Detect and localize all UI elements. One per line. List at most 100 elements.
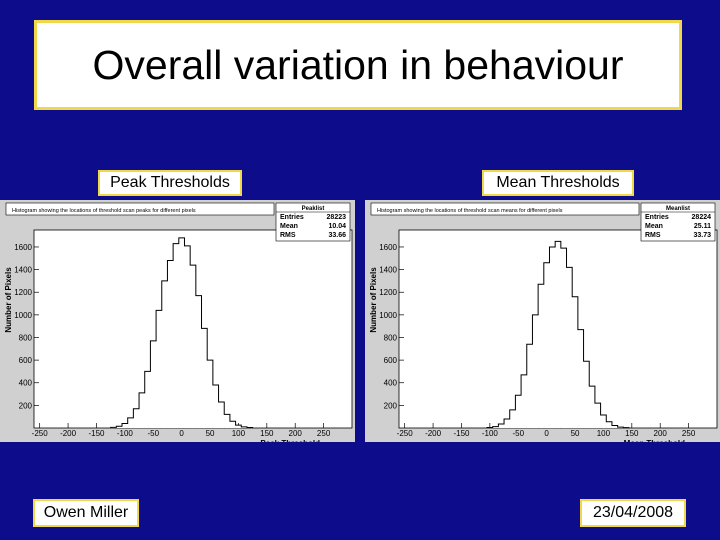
histogram-bin	[611, 425, 618, 428]
histogram-bin	[235, 425, 242, 428]
y-axis-label: Number of Pixels	[4, 267, 13, 333]
histogram-bin	[212, 385, 219, 428]
histogram-bin	[594, 403, 601, 428]
x-tick-label: 100	[597, 429, 611, 438]
x-tick-label: -150	[453, 429, 470, 438]
histogram-bin	[583, 361, 590, 428]
x-tick-label: 200	[654, 429, 668, 438]
x-tick-label: -250	[32, 429, 49, 438]
stats-label-rms: RMS	[280, 232, 296, 239]
x-axis-label: Peak Threshold	[260, 439, 320, 442]
histogram-bin	[161, 280, 168, 428]
y-tick-label: 600	[384, 356, 398, 365]
stats-box	[640, 202, 716, 242]
x-tick-label: 0	[544, 429, 549, 438]
y-tick-label: 1200	[14, 288, 32, 297]
x-tick-label: 50	[206, 429, 215, 438]
stats-name: Meanlist	[666, 206, 690, 212]
title-box: Overall variation in behaviour	[34, 20, 682, 110]
stats-value-mean: 25.11	[694, 223, 711, 230]
peak-thresholds-label: Peak Thresholds	[98, 170, 242, 196]
histogram-bin	[606, 421, 612, 428]
histogram-title: Histogram showing the locations of thres…	[12, 208, 196, 214]
y-tick-label: 1600	[379, 243, 397, 252]
y-tick-label: 200	[19, 401, 33, 410]
y-tick-label: 1200	[379, 288, 397, 297]
peak-threshold-histogram-panel: Histogram showing the locations of thres…	[0, 200, 355, 448]
histogram-bin	[492, 426, 499, 428]
y-tick-label: 1000	[14, 311, 32, 320]
histogram-bin	[572, 296, 578, 428]
histogram-bin	[122, 423, 128, 428]
histogram-bin	[133, 408, 140, 428]
y-tick-label: 1400	[14, 266, 32, 275]
histogram-bin	[184, 245, 191, 428]
y-axis-label: Number of Pixels	[369, 267, 378, 333]
histogram-outline	[110, 237, 254, 429]
histogram-bin	[207, 360, 213, 428]
mean-threshold-histogram: Histogram showing the locations of thres…	[369, 202, 718, 448]
y-tick-label: 1600	[14, 243, 32, 252]
histogram-bin	[173, 243, 179, 428]
x-tick-label: 50	[571, 429, 580, 438]
x-tick-label: 250	[317, 429, 331, 438]
histogram-bin	[577, 329, 584, 428]
y-tick-label: 1400	[379, 266, 397, 275]
histogram-bin	[560, 248, 567, 428]
x-tick-label: -100	[117, 429, 134, 438]
x-axis-label: Mean Threshold	[624, 439, 685, 442]
histogram-title-box	[5, 202, 275, 216]
mean-thresholds-label: Mean Thresholds	[482, 170, 634, 196]
histogram-bin	[504, 418, 510, 428]
histogram-bin	[116, 426, 123, 428]
y-tick-label: 800	[384, 333, 398, 342]
histogram-bin	[229, 421, 236, 428]
histogram-bin	[195, 295, 202, 428]
histogram-bin	[144, 371, 151, 428]
histogram-title: Histogram showing the locations of thres…	[377, 208, 563, 214]
stats-label-mean: Mean	[645, 223, 663, 230]
x-tick-label: 100	[232, 429, 246, 438]
mean-threshold-histogram-panel: Histogram showing the locations of thres…	[365, 200, 720, 448]
histogram-bin	[201, 328, 208, 428]
histogram-title-box	[370, 202, 640, 216]
stats-label-mean: Mean	[280, 223, 298, 230]
stats-value-rms: 33.73	[693, 232, 711, 239]
histogram-bin	[538, 284, 544, 428]
x-tick-label: 200	[289, 429, 303, 438]
x-tick-label: -200	[425, 429, 442, 438]
histogram-bin	[498, 424, 505, 428]
x-tick-label: -50	[512, 429, 524, 438]
histogram-bin	[555, 241, 561, 428]
stats-name: Peaklist	[302, 206, 325, 212]
stats-label-rms: RMS	[645, 232, 661, 239]
histogram-bin	[521, 374, 527, 428]
x-tick-label: -100	[482, 429, 499, 438]
x-tick-label: -200	[60, 429, 77, 438]
stats-label-entries: Entries	[645, 214, 669, 221]
histogram-bin	[532, 314, 539, 428]
x-tick-label: -250	[397, 429, 414, 438]
y-tick-label: 1000	[379, 311, 397, 320]
y-tick-label: 600	[19, 356, 33, 365]
y-tick-label: 400	[384, 379, 398, 388]
peak-threshold-histogram: Histogram showing the locations of thres…	[4, 202, 353, 448]
x-tick-label: 150	[625, 429, 639, 438]
histogram-bin	[178, 237, 185, 428]
histogram-bin	[241, 426, 247, 428]
histogram-bin	[156, 310, 162, 428]
author-label: Owen Miller	[33, 499, 139, 527]
x-tick-label: 250	[682, 429, 696, 438]
histogram-bin	[190, 265, 196, 428]
histogram-bin	[509, 409, 516, 428]
date-label: 23/04/2008	[580, 499, 686, 527]
histogram-bin	[566, 267, 573, 428]
histogram-bin	[526, 344, 533, 428]
y-tick-label: 400	[19, 379, 33, 388]
stats-value-entries: 28223	[327, 214, 347, 221]
histogram-bin	[127, 417, 134, 428]
x-tick-label: 150	[260, 429, 274, 438]
x-tick-label: 0	[179, 429, 184, 438]
slide-title: Overall variation in behaviour	[92, 41, 624, 88]
histogram-bin	[600, 414, 607, 428]
